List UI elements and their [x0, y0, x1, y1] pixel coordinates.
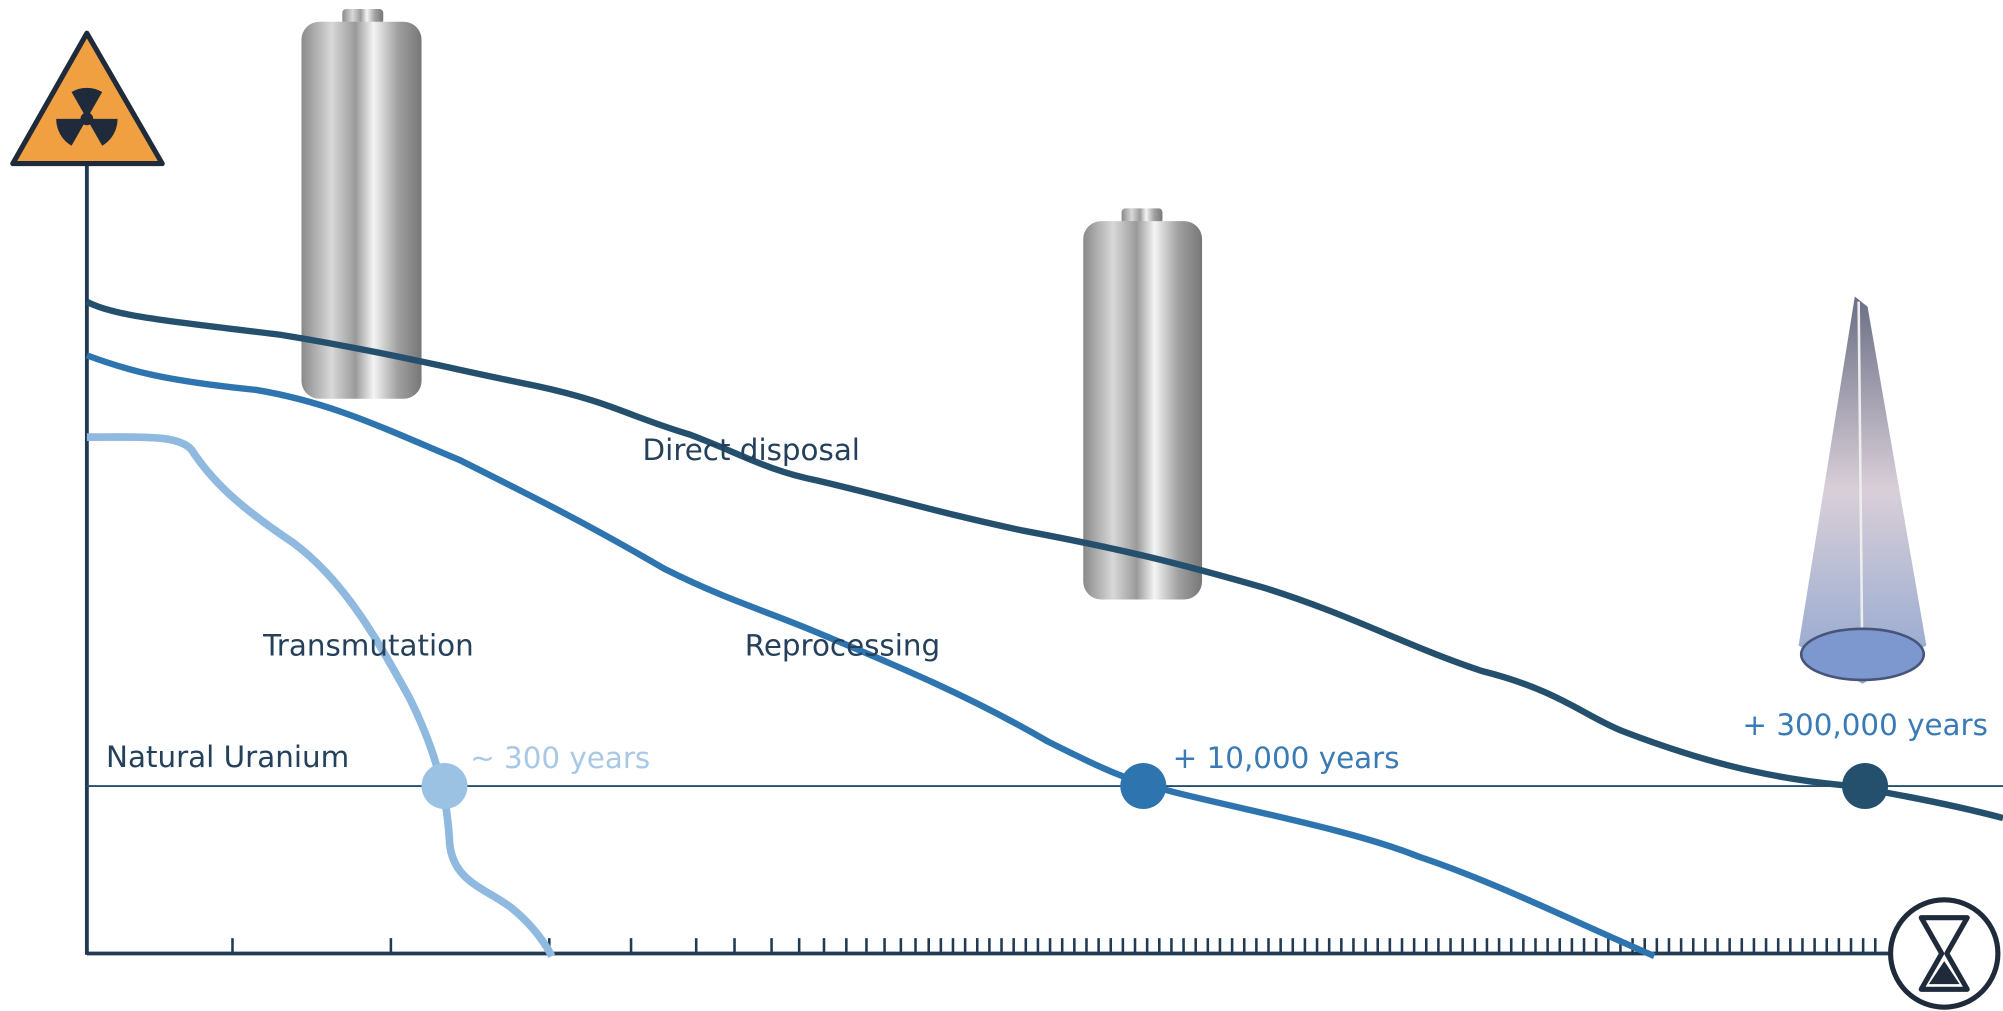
curve-label: Transmutation	[262, 629, 474, 663]
milestone-label: + 10,000 years	[1173, 741, 1400, 775]
x-ticks	[231, 938, 1877, 954]
milestone-dot	[421, 763, 468, 810]
canister	[301, 8, 422, 399]
transmutation-curve	[86, 433, 556, 958]
curve-label: Direct disposal	[643, 433, 860, 467]
canister	[1083, 208, 1203, 600]
hourglass-icon	[1888, 897, 2001, 1010]
reprocessing-curve	[85, 352, 1656, 959]
milestone-label: + 300,000 years	[1742, 708, 1988, 742]
curve-label: Natural Uranium	[106, 740, 349, 774]
direct-curve	[85, 298, 2003, 822]
milestone-dot	[1120, 763, 1167, 810]
curve-label: Reprocessing	[745, 629, 940, 663]
milestone-label: ~ 300 years	[470, 741, 650, 775]
milestone-dot	[1842, 763, 1889, 810]
fuel-assembly	[1798, 296, 1927, 684]
radiation-icon	[10, 30, 165, 167]
